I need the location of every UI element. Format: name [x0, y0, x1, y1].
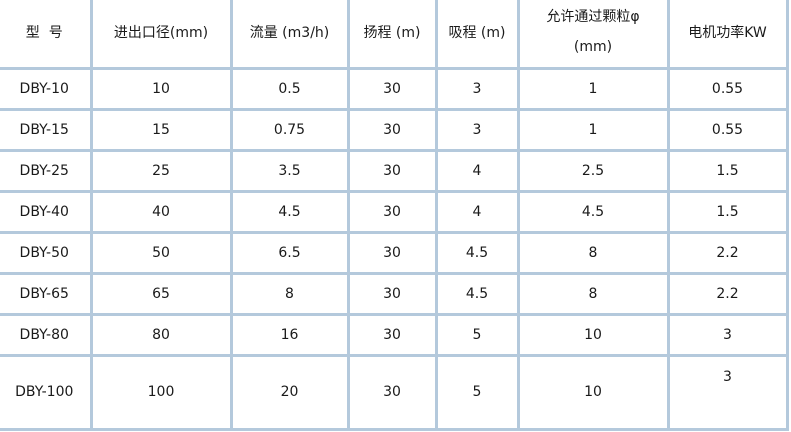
cell-particle: 2.5	[518, 150, 670, 193]
cell-power: 2.2	[668, 232, 789, 275]
cell-suction: 3	[436, 68, 520, 111]
cell-model: DBY-80	[0, 314, 93, 357]
cell-diameter: 80	[91, 314, 233, 357]
cell-diameter: 40	[91, 191, 233, 234]
cell-particle: 10	[518, 355, 670, 431]
table-row: DBY-100 100 20 30 5 10 3	[0, 355, 789, 431]
header-suction: 吸程 (m)	[436, 0, 520, 70]
cell-diameter: 25	[91, 150, 233, 193]
cell-particle: 1	[518, 109, 670, 152]
cell-diameter: 15	[91, 109, 233, 152]
table-row: DBY-10 10 0.5 30 3 1 0.55	[0, 68, 789, 111]
cell-particle: 4.5	[518, 191, 670, 234]
header-particle-line2: (mm)	[573, 39, 613, 56]
cell-particle: 10	[518, 314, 670, 357]
cell-model: DBY-10	[0, 68, 93, 111]
cell-diameter: 50	[91, 232, 233, 275]
table-row: DBY-50 50 6.5 30 4.5 8 2.2	[0, 232, 789, 275]
table-row: DBY-65 65 8 30 4.5 8 2.2	[0, 273, 789, 316]
cell-model: DBY-100	[0, 355, 93, 431]
cell-power: 2.2	[668, 273, 789, 316]
header-head: 扬程 (m)	[348, 0, 438, 70]
cell-power: 0.55	[668, 109, 789, 152]
cell-power: 3	[668, 314, 789, 357]
table-row: DBY-80 80 16 30 5 10 3	[0, 314, 789, 357]
header-model: 型 号	[0, 0, 93, 70]
header-diameter: 进出口径(mm)	[91, 0, 233, 70]
cell-head: 30	[348, 68, 438, 111]
cell-model: DBY-40	[0, 191, 93, 234]
cell-head: 30	[348, 314, 438, 357]
cell-flow: 16	[231, 314, 350, 357]
cell-head: 30	[348, 355, 438, 431]
cell-suction: 4.5	[436, 232, 520, 275]
cell-model: DBY-15	[0, 109, 93, 152]
cell-power: 3	[668, 355, 789, 431]
cell-power: 0.55	[668, 68, 789, 111]
cell-model: DBY-65	[0, 273, 93, 316]
cell-diameter: 100	[91, 355, 233, 431]
cell-head: 30	[348, 273, 438, 316]
header-flow: 流量 (m3/h)	[231, 0, 350, 70]
cell-model: DBY-50	[0, 232, 93, 275]
cell-diameter: 65	[91, 273, 233, 316]
cell-flow: 20	[231, 355, 350, 431]
cell-diameter: 10	[91, 68, 233, 111]
cell-suction: 3	[436, 109, 520, 152]
header-power: 电机功率KW	[668, 0, 789, 70]
header-row: 型 号 进出口径(mm) 流量 (m3/h) 扬程 (m) 吸程 (m) 允许通…	[0, 0, 789, 70]
cell-head: 30	[348, 232, 438, 275]
table-row: DBY-25 25 3.5 30 4 2.5 1.5	[0, 150, 789, 193]
cell-suction: 5	[436, 314, 520, 357]
cell-flow: 0.5	[231, 68, 350, 111]
cell-model: DBY-25	[0, 150, 93, 193]
cell-flow: 4.5	[231, 191, 350, 234]
cell-particle: 8	[518, 232, 670, 275]
table-row: DBY-40 40 4.5 30 4 4.5 1.5	[0, 191, 789, 234]
header-particle: 允许通过颗粒φ (mm)	[518, 0, 670, 70]
table-row: DBY-15 15 0.75 30 3 1 0.55	[0, 109, 789, 152]
cell-flow: 6.5	[231, 232, 350, 275]
header-particle-line1: 允许通过颗粒φ	[546, 9, 640, 26]
cell-flow: 8	[231, 273, 350, 316]
cell-flow: 3.5	[231, 150, 350, 193]
cell-power: 1.5	[668, 191, 789, 234]
cell-head: 30	[348, 150, 438, 193]
cell-flow: 0.75	[231, 109, 350, 152]
cell-head: 30	[348, 109, 438, 152]
cell-suction: 4	[436, 150, 520, 193]
cell-head: 30	[348, 191, 438, 234]
cell-particle: 8	[518, 273, 670, 316]
cell-particle: 1	[518, 68, 670, 111]
cell-power: 1.5	[668, 150, 789, 193]
cell-suction: 4.5	[436, 273, 520, 316]
cell-suction: 5	[436, 355, 520, 431]
cell-suction: 4	[436, 191, 520, 234]
